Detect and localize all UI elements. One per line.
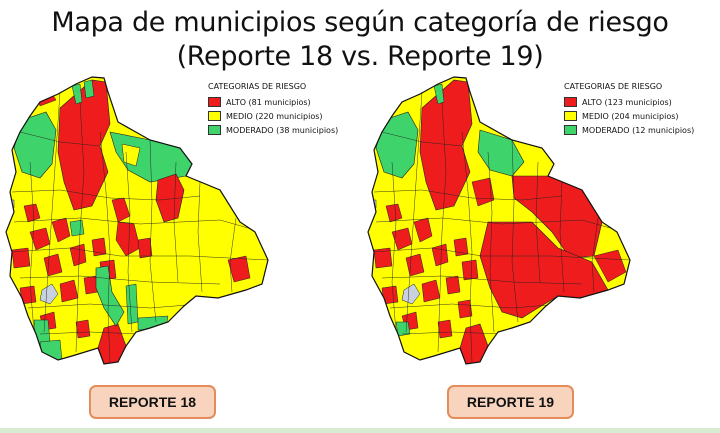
swatch-medio <box>564 111 577 121</box>
map-reporte-19: CATEGORIAS DE RIESGO ALTO (123 municipio… <box>362 72 717 372</box>
reporte-19-button[interactable]: REPORTE 19 <box>447 385 574 419</box>
legend-label-moderado: MODERADO (12 municipios) <box>582 125 695 135</box>
swatch-moderado <box>208 125 221 135</box>
legend-label-medio: MEDIO (204 municipios) <box>582 111 679 121</box>
swatch-moderado <box>564 125 577 135</box>
swatch-medio <box>208 111 221 121</box>
legend-r19: CATEGORIAS DE RIESGO ALTO (123 municipio… <box>564 82 694 137</box>
legend-item-medio: MEDIO (220 municipios) <box>208 109 338 123</box>
legend-item-medio: MEDIO (204 municipios) <box>564 109 694 123</box>
legend-item-moderado: MODERADO (38 municipios) <box>208 123 338 137</box>
swatch-alto <box>564 97 577 107</box>
map-reporte-18: CATEGORIAS DE RIESGO ALTO (81 municipios… <box>0 72 355 372</box>
page-title: Mapa de municipios según categoría de ri… <box>0 6 720 74</box>
legend-label-alto: ALTO (123 municipios) <box>582 97 672 107</box>
legend-item-alto: ALTO (81 municipios) <box>208 95 338 109</box>
bolivia-map-r18 <box>5 76 269 365</box>
legend-label-moderado: MODERADO (38 municipios) <box>226 125 339 135</box>
legend-title: CATEGORIAS DE RIESGO <box>208 82 307 91</box>
title-line-2: (Reporte 18 vs. Reporte 19) <box>176 41 544 72</box>
legend-r18: CATEGORIAS DE RIESGO ALTO (81 municipios… <box>208 82 338 137</box>
bottom-strip <box>0 428 720 433</box>
legend-label-medio: MEDIO (220 municipios) <box>226 111 323 121</box>
legend-item-moderado: MODERADO (12 municipios) <box>564 123 694 137</box>
legend-label-alto: ALTO (81 municipios) <box>226 97 311 107</box>
reporte-18-button[interactable]: REPORTE 18 <box>89 385 216 419</box>
legend-title: CATEGORIAS DE RIESGO <box>564 82 663 91</box>
legend-item-alto: ALTO (123 municipios) <box>564 95 694 109</box>
swatch-alto <box>208 97 221 107</box>
title-line-1: Mapa de municipios según categoría de ri… <box>51 7 669 38</box>
bolivia-map-r19 <box>367 76 631 365</box>
